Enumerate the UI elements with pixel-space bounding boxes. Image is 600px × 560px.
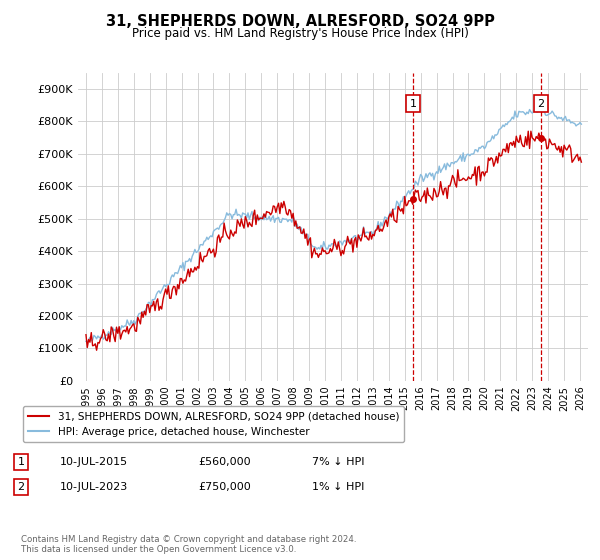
Text: 1% ↓ HPI: 1% ↓ HPI: [312, 482, 364, 492]
Text: 7% ↓ HPI: 7% ↓ HPI: [312, 457, 365, 467]
Text: 1: 1: [410, 99, 416, 109]
Text: 2: 2: [17, 482, 25, 492]
Text: 10-JUL-2015: 10-JUL-2015: [60, 457, 128, 467]
Text: 31, SHEPHERDS DOWN, ALRESFORD, SO24 9PP: 31, SHEPHERDS DOWN, ALRESFORD, SO24 9PP: [106, 14, 494, 29]
Text: 2: 2: [537, 99, 544, 109]
Text: £750,000: £750,000: [198, 482, 251, 492]
Text: Contains HM Land Registry data © Crown copyright and database right 2024.
This d: Contains HM Land Registry data © Crown c…: [21, 535, 356, 554]
Text: 1: 1: [17, 457, 25, 467]
Legend: 31, SHEPHERDS DOWN, ALRESFORD, SO24 9PP (detached house), HPI: Average price, de: 31, SHEPHERDS DOWN, ALRESFORD, SO24 9PP …: [23, 407, 404, 442]
Text: Price paid vs. HM Land Registry's House Price Index (HPI): Price paid vs. HM Land Registry's House …: [131, 27, 469, 40]
Text: 10-JUL-2023: 10-JUL-2023: [60, 482, 128, 492]
Text: £560,000: £560,000: [198, 457, 251, 467]
